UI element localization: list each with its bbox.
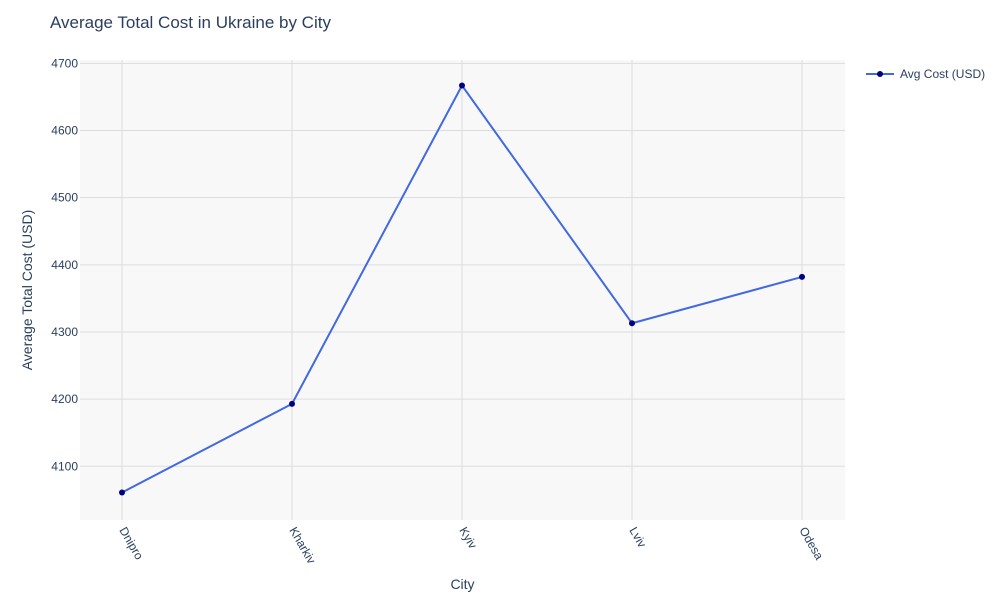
y-tick-label: 4100 — [51, 459, 78, 473]
x-axis-title: City — [450, 576, 474, 592]
y-tick-label: 4600 — [51, 124, 78, 138]
x-tick-label: Dnipro — [116, 525, 146, 563]
x-tick-label: Kharkiv — [286, 525, 318, 567]
legend-label[interactable]: Avg Cost (USD) — [900, 67, 985, 81]
data-point — [629, 320, 635, 327]
data-point — [799, 273, 805, 280]
y-tick-label: 4200 — [51, 392, 78, 406]
legend-marker[interactable] — [877, 71, 883, 77]
data-point — [119, 489, 125, 496]
y-tick-label: 4700 — [51, 56, 78, 70]
x-tick-label: Lviv — [626, 525, 649, 550]
data-point — [289, 400, 295, 407]
y-tick-label: 4400 — [51, 258, 78, 272]
y-tick-label: 4500 — [51, 191, 78, 205]
y-tick-label: 4300 — [51, 325, 78, 339]
y-axis-title: Average Total Cost (USD) — [19, 210, 35, 371]
x-tick-label: Kyiv — [456, 525, 479, 552]
chart-title: Average Total Cost in Ukraine by City — [50, 13, 331, 32]
x-tick-label: Odesa — [796, 525, 826, 563]
data-point — [459, 82, 465, 89]
